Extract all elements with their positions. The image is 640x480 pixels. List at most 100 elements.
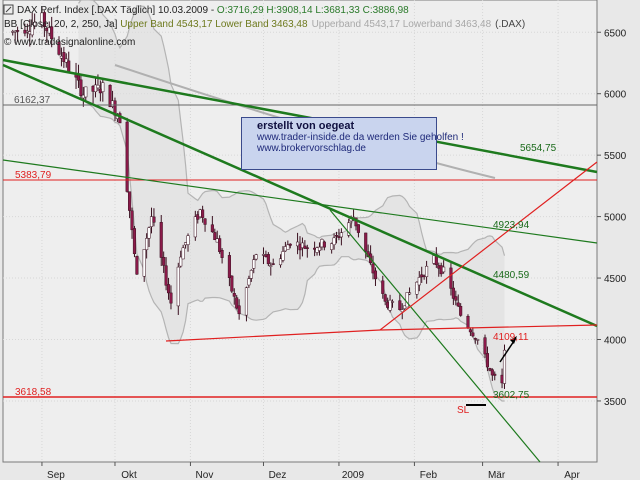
chart-axes: 35004000450050005500600065007000SepOktNo… bbox=[41, 28, 627, 480]
candlestick-series bbox=[11, 7, 507, 389]
candle-body bbox=[388, 299, 392, 311]
collapse-box-icon[interactable] bbox=[3, 4, 14, 15]
y-tick-label: 6500 bbox=[604, 28, 627, 39]
y-tick-label: 4500 bbox=[604, 274, 627, 285]
candle-body bbox=[471, 332, 475, 337]
x-tick-label: Okt bbox=[121, 470, 137, 480]
candle-body bbox=[125, 121, 129, 192]
candle-body bbox=[218, 238, 222, 252]
candle-body bbox=[400, 309, 404, 313]
candle-body bbox=[130, 210, 134, 231]
candle-body bbox=[407, 292, 412, 295]
y-tick-label: 5500 bbox=[604, 151, 627, 162]
candle-body bbox=[64, 58, 68, 63]
candle-body bbox=[220, 249, 224, 258]
candle-body bbox=[303, 245, 307, 249]
annotation-line-1: www.trader-inside.de da werden Sie gehol… bbox=[257, 132, 464, 143]
candle-body bbox=[288, 243, 292, 246]
candle-body bbox=[456, 302, 460, 307]
upper-band bbox=[78, 0, 506, 256]
chart-title: DAX Perf. Index [.DAX Täglich] 10.03.200… bbox=[17, 5, 409, 16]
candle-body bbox=[169, 292, 173, 304]
candle-body bbox=[67, 60, 71, 72]
candle-body bbox=[442, 266, 446, 273]
level-label: 4109,11 bbox=[493, 332, 529, 343]
candle-body bbox=[502, 349, 507, 384]
candle-body bbox=[454, 296, 458, 301]
level-label: 4923,94 bbox=[493, 220, 530, 231]
y-tick-label: 6000 bbox=[604, 90, 627, 101]
x-tick-label: Feb bbox=[420, 470, 438, 480]
level-label: 6162,37 bbox=[14, 95, 51, 106]
candle-body bbox=[252, 259, 256, 269]
candle-body bbox=[281, 251, 285, 261]
candle-body bbox=[269, 265, 273, 267]
trend-lines bbox=[2, 58, 598, 463]
candle-body bbox=[152, 216, 156, 223]
candle-body bbox=[476, 339, 480, 341]
level-label: 5383,79 bbox=[15, 170, 52, 181]
candle-body bbox=[128, 191, 132, 211]
chart-header: DAX Perf. Index [.DAX Täglich] 10.03.200… bbox=[3, 4, 525, 48]
level-label: 4480,59 bbox=[493, 270, 530, 281]
candle-body bbox=[466, 315, 470, 328]
candle-body bbox=[425, 265, 429, 278]
annotation-title: erstellt von oegeat bbox=[257, 120, 355, 132]
candle-body bbox=[101, 82, 105, 92]
candle-body bbox=[142, 249, 146, 277]
candle-body bbox=[176, 266, 180, 307]
candle-body bbox=[286, 244, 290, 250]
candle-body bbox=[232, 293, 236, 297]
candle-body bbox=[415, 281, 419, 295]
candle-body bbox=[108, 84, 112, 108]
candle-body bbox=[347, 222, 351, 236]
level-label: 3618,58 bbox=[15, 387, 52, 398]
candle-body bbox=[42, 12, 46, 28]
candle-body bbox=[483, 337, 487, 355]
candle-body bbox=[390, 301, 395, 303]
candle-body bbox=[493, 373, 497, 376]
support-line-left bbox=[165, 329, 381, 342]
candle-body bbox=[398, 300, 402, 310]
candle-body bbox=[162, 257, 166, 266]
candle-body bbox=[383, 294, 387, 302]
y-tick-label: 4000 bbox=[604, 336, 627, 347]
candle-body bbox=[30, 24, 34, 36]
candle-body bbox=[179, 256, 183, 267]
x-tick-label: Dez bbox=[269, 470, 287, 480]
bb-faded: Upperband 4543,17 Lowerband 3463,48 bbox=[312, 19, 492, 30]
x-tick-label: Mär bbox=[488, 470, 506, 480]
candle-body bbox=[201, 209, 205, 218]
candle-body bbox=[371, 263, 375, 274]
x-tick-label: Sep bbox=[47, 470, 65, 480]
target-arrow-head bbox=[510, 336, 517, 344]
annotation-box: erstellt von oegeat www.trader-inside.de… bbox=[241, 117, 464, 170]
candle-body bbox=[147, 227, 151, 239]
y-tick-label: 5000 bbox=[604, 213, 627, 224]
candle-body bbox=[330, 243, 334, 250]
candle-body bbox=[79, 79, 83, 97]
annotation-line-2: www.brokervorschlag.de bbox=[257, 143, 366, 154]
candle-body bbox=[381, 280, 385, 294]
x-tick-label: Apr bbox=[564, 470, 580, 480]
candle-body bbox=[203, 218, 207, 225]
channel-line bbox=[379, 161, 598, 331]
bb-values: Upper Band 4543,17 Lower Band 3463,48 bbox=[120, 19, 308, 30]
candle-body bbox=[278, 258, 283, 266]
level-label: 5654,75 bbox=[520, 143, 557, 154]
candle-body bbox=[132, 228, 137, 255]
candle-body bbox=[403, 305, 407, 309]
candle-body bbox=[84, 86, 88, 98]
trend-line-steep bbox=[329, 209, 541, 463]
candle-body bbox=[417, 277, 421, 286]
candle-body bbox=[186, 235, 190, 245]
trend-line-mid bbox=[2, 159, 598, 244]
bollinger-legend: BB [Close, 20, 2, 250, Ja] Upper Band 45… bbox=[4, 19, 525, 30]
copyright-text: © www.tradesignalonline.com bbox=[4, 37, 135, 48]
candle-body bbox=[373, 270, 378, 280]
candle-body bbox=[332, 237, 336, 246]
candle-body bbox=[305, 247, 309, 249]
candle-body bbox=[334, 235, 339, 237]
candle-body bbox=[266, 254, 270, 265]
